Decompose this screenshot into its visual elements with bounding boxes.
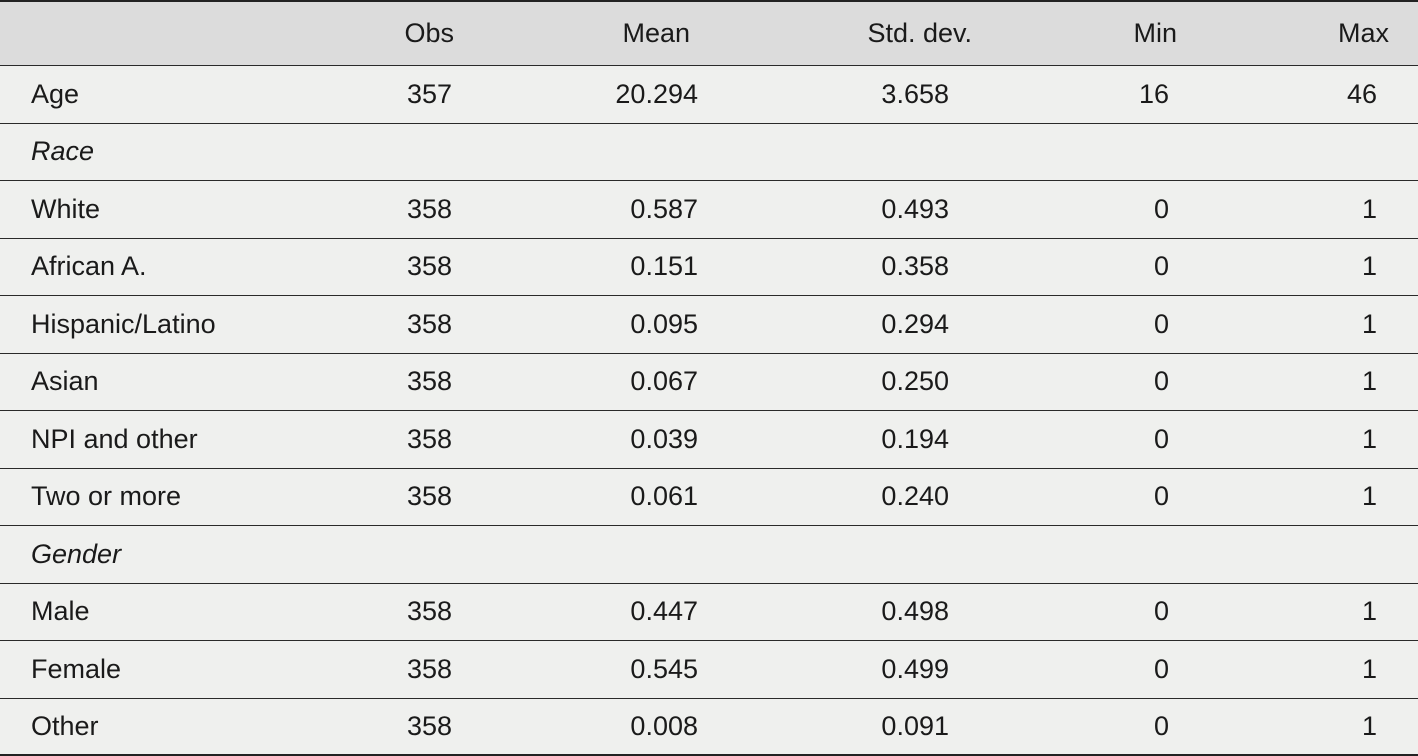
mean-value: 0.587 — [630, 181, 698, 238]
std-dev-value: 0.499 — [881, 641, 949, 698]
row-label: Male — [31, 584, 90, 641]
max-value: 1 — [1362, 181, 1377, 238]
row-label: Hispanic/Latino — [31, 296, 216, 353]
row-label: Asian — [31, 354, 99, 411]
max-value: 1 — [1362, 411, 1377, 468]
max-value: 1 — [1362, 469, 1377, 526]
section-row: Gender — [0, 526, 1418, 584]
table-header-row: Obs Mean Std. dev. Min Max — [0, 2, 1418, 66]
min-value: 0 — [1154, 181, 1169, 238]
table-row: NPI and other 358 0.039 0.194 0 1 — [0, 411, 1418, 469]
table-row: Two or more 358 0.061 0.240 0 1 — [0, 469, 1418, 527]
max-value: 46 — [1347, 66, 1377, 123]
header-max: Max — [1338, 2, 1389, 65]
std-dev-value: 0.091 — [881, 699, 949, 755]
section-label: Gender — [31, 526, 121, 583]
row-label: Female — [31, 641, 121, 698]
table-row: Age 357 20.294 3.658 16 46 — [0, 66, 1418, 124]
min-value: 0 — [1154, 641, 1169, 698]
std-dev-value: 0.358 — [881, 239, 949, 296]
obs-value: 358 — [407, 641, 452, 698]
std-dev-value: 3.658 — [881, 66, 949, 123]
min-value: 0 — [1154, 411, 1169, 468]
row-label: Age — [31, 66, 79, 123]
obs-value: 358 — [407, 181, 452, 238]
table-row: White 358 0.587 0.493 0 1 — [0, 181, 1418, 239]
obs-value: 358 — [407, 296, 452, 353]
std-dev-value: 0.194 — [881, 411, 949, 468]
mean-value: 20.294 — [615, 66, 698, 123]
mean-value: 0.447 — [630, 584, 698, 641]
min-value: 0 — [1154, 699, 1169, 755]
obs-value: 357 — [407, 66, 452, 123]
section-row: Race — [0, 124, 1418, 182]
max-value: 1 — [1362, 296, 1377, 353]
obs-value: 358 — [407, 239, 452, 296]
min-value: 0 — [1154, 584, 1169, 641]
max-value: 1 — [1362, 584, 1377, 641]
max-value: 1 — [1362, 699, 1377, 755]
min-value: 0 — [1154, 239, 1169, 296]
table-row: Other 358 0.008 0.091 0 1 — [0, 699, 1418, 756]
mean-value: 0.095 — [630, 296, 698, 353]
mean-value: 0.008 — [630, 699, 698, 755]
table-row: Female 358 0.545 0.499 0 1 — [0, 641, 1418, 699]
std-dev-value: 0.294 — [881, 296, 949, 353]
min-value: 0 — [1154, 469, 1169, 526]
mean-value: 0.061 — [630, 469, 698, 526]
min-value: 0 — [1154, 296, 1169, 353]
header-mean: Mean — [622, 2, 690, 65]
obs-value: 358 — [407, 584, 452, 641]
min-value: 16 — [1139, 66, 1169, 123]
row-label: NPI and other — [31, 411, 198, 468]
min-value: 0 — [1154, 354, 1169, 411]
table-row: Male 358 0.447 0.498 0 1 — [0, 584, 1418, 642]
header-min: Min — [1133, 2, 1177, 65]
section-label: Race — [31, 124, 94, 181]
max-value: 1 — [1362, 354, 1377, 411]
mean-value: 0.151 — [630, 239, 698, 296]
mean-value: 0.067 — [630, 354, 698, 411]
obs-value: 358 — [407, 469, 452, 526]
std-dev-value: 0.493 — [881, 181, 949, 238]
table-row: Asian 358 0.067 0.250 0 1 — [0, 354, 1418, 412]
table-row: Hispanic/Latino 358 0.095 0.294 0 1 — [0, 296, 1418, 354]
mean-value: 0.039 — [630, 411, 698, 468]
obs-value: 358 — [407, 699, 452, 755]
obs-value: 358 — [407, 354, 452, 411]
obs-value: 358 — [407, 411, 452, 468]
table-row: African A. 358 0.151 0.358 0 1 — [0, 239, 1418, 297]
header-obs: Obs — [404, 2, 454, 65]
row-label: Other — [31, 699, 99, 755]
header-std-dev: Std. dev. — [867, 2, 972, 65]
std-dev-value: 0.250 — [881, 354, 949, 411]
row-label: White — [31, 181, 100, 238]
std-dev-value: 0.498 — [881, 584, 949, 641]
row-label: African A. — [31, 239, 147, 296]
row-label: Two or more — [31, 469, 181, 526]
mean-value: 0.545 — [630, 641, 698, 698]
max-value: 1 — [1362, 239, 1377, 296]
max-value: 1 — [1362, 641, 1377, 698]
std-dev-value: 0.240 — [881, 469, 949, 526]
